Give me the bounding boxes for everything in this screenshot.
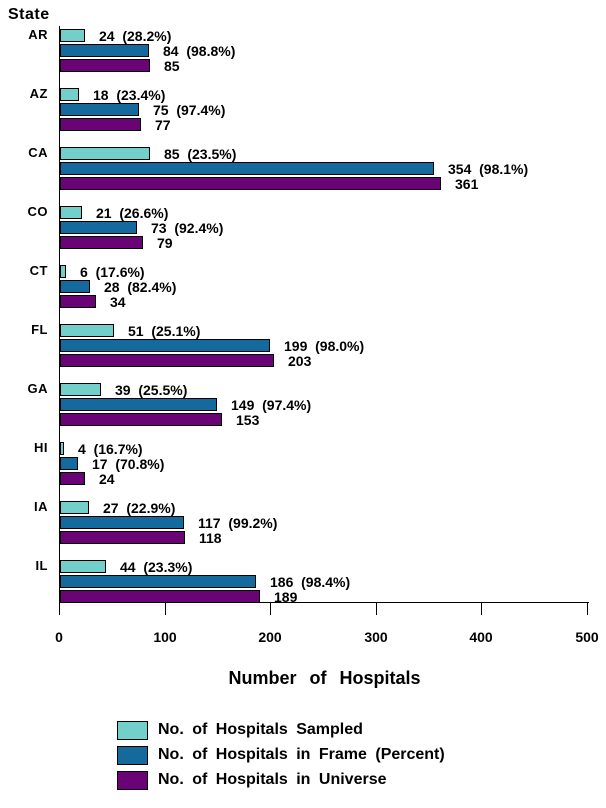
x-axis-line (59, 602, 589, 603)
x-axis-tick (481, 603, 482, 615)
bar-series2-ia (60, 516, 184, 529)
bar-series3-ar (60, 59, 150, 72)
bar-value-label: 153 (236, 412, 260, 428)
bar-series1-fl (60, 324, 114, 337)
y-tick-label-ga: GA (27, 381, 48, 396)
bar-value-label: 203 (288, 353, 312, 369)
y-tick-label-fl: FL (31, 322, 48, 337)
x-tick-label-400: 400 (469, 629, 493, 645)
bar-value-label: 27 (22.9%) (103, 500, 176, 516)
bar-value-label: 149 (97.4%) (231, 397, 312, 413)
y-tick-label-ca: CA (28, 145, 48, 160)
bar-series2-co (60, 221, 137, 234)
x-tick-label-0: 0 (55, 629, 63, 645)
bar-value-label: 4 (16.7%) (78, 441, 143, 457)
bar-value-label: 117 (99.2%) (198, 515, 278, 531)
bar-value-label: 75 (97.4%) (153, 102, 226, 118)
bar-value-label: 186 (98.4%) (270, 574, 351, 590)
bar-series2-ar (60, 44, 149, 57)
legend-item-1: No. of Hospitals Sampled (117, 720, 445, 740)
y-tick-label-ia: IA (34, 499, 48, 514)
bar-value-label: 361 (455, 176, 479, 192)
x-tick-label-100: 100 (153, 629, 177, 645)
bar-series1-ia (60, 501, 89, 514)
y-tick-label-co: CO (27, 204, 48, 219)
bar-value-label: 21 (26.6%) (96, 205, 169, 221)
bar-value-label: 39 (25.5%) (115, 382, 188, 398)
legend-swatch-icon (117, 720, 148, 740)
bar-series3-ct (60, 295, 96, 308)
bar-value-label: 34 (110, 294, 126, 310)
legend-item-2: No. of Hospitals in Frame (Percent) (117, 745, 445, 765)
bar-series3-ia (60, 531, 185, 544)
bar-series3-fl (60, 354, 274, 367)
bar-series2-fl (60, 339, 270, 352)
x-axis-tick (165, 603, 166, 615)
y-tick-label-ct: CT (29, 263, 48, 278)
bar-series3-ga (60, 413, 222, 426)
bar-value-label: 24 (28.2%) (99, 28, 172, 44)
bar-series1-hi (60, 442, 64, 455)
y-tick-label-az: AZ (29, 86, 48, 101)
bar-series2-az (60, 103, 139, 116)
bar-series3-az (60, 118, 141, 131)
y-tick-label-ar: AR (28, 27, 48, 42)
bar-value-label: 118 (199, 530, 222, 546)
legend: No. of Hospitals Sampled No. of Hospitals… (117, 720, 445, 795)
bar-series3-il (60, 590, 260, 603)
bar-series1-ct (60, 265, 66, 278)
bar-value-label: 79 (157, 235, 173, 251)
bar-value-label: 199 (98.0%) (284, 338, 365, 354)
bar-value-label: 85 (23.5%) (164, 146, 237, 162)
bar-value-label: 84 (98.8%) (163, 43, 236, 59)
bar-series3-hi (60, 472, 85, 485)
legend-label: No. of Hospitals Sampled (158, 721, 363, 738)
bar-value-label: 51 (25.1%) (128, 323, 201, 339)
bar-series2-ca (60, 162, 434, 175)
y-tick-label-hi: HI (34, 440, 48, 455)
bar-value-label: 189 (274, 589, 298, 605)
legend-item-3: No. of Hospitals in Universe (117, 770, 445, 790)
bar-value-label: 77 (155, 117, 171, 133)
bar-series2-il (60, 575, 256, 588)
bar-value-label: 17 (70.8%) (92, 456, 165, 472)
bar-value-label: 24 (99, 471, 115, 487)
legend-swatch-icon (117, 745, 148, 765)
x-tick-label-500: 500 (575, 629, 599, 645)
x-axis-title: Number of Hospitals (228, 668, 421, 688)
bar-series1-ca (60, 147, 150, 160)
x-axis-tick (270, 603, 271, 615)
bar-series3-ca (60, 177, 441, 190)
bar-series2-ga (60, 398, 217, 411)
y-tick-label-il: IL (35, 558, 48, 573)
bar-value-label: 354 (98.1%) (448, 161, 529, 177)
x-axis-tick (376, 603, 377, 615)
bar-value-label: 73 (92.4%) (151, 220, 224, 236)
x-axis-tick (587, 603, 588, 615)
bar-series1-il (60, 560, 106, 573)
bar-series1-ga (60, 383, 101, 396)
bar-value-label: 85 (164, 58, 180, 74)
bar-series1-co (60, 206, 82, 219)
y-axis-title: State (8, 6, 50, 23)
bar-value-label: 18 (23.4%) (93, 87, 166, 103)
bar-value-label: 28 (82.4%) (104, 279, 177, 295)
legend-swatch-icon (117, 770, 148, 790)
x-axis-tick (59, 603, 60, 615)
legend-label: No. of Hospitals in Frame (Percent) (158, 746, 445, 763)
bar-series1-ar (60, 29, 85, 42)
bar-value-label: 6 (17.6%) (80, 264, 145, 280)
bar-series3-co (60, 236, 143, 249)
x-tick-label-200: 200 (258, 629, 282, 645)
x-tick-label-300: 300 (364, 629, 388, 645)
y-axis-line (59, 26, 60, 603)
legend-label: No. of Hospitals in Universe (158, 771, 387, 788)
bar-series1-az (60, 88, 79, 101)
bar-series2-hi (60, 457, 78, 470)
bar-series2-ct (60, 280, 90, 293)
bar-value-label: 44 (23.3%) (120, 559, 193, 575)
